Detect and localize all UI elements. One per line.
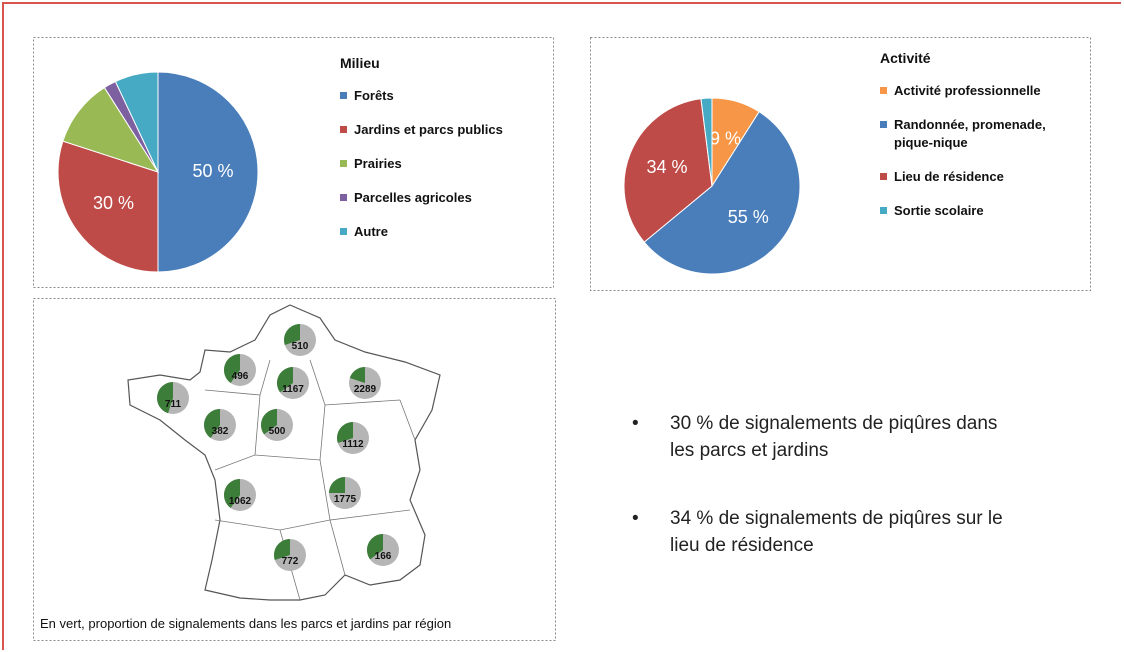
legend-swatch xyxy=(340,194,347,201)
region-count: 496 xyxy=(232,371,249,382)
mini-pie-share xyxy=(367,534,383,560)
region-count: 1775 xyxy=(334,494,357,505)
legend-label: Jardins et parcs publics xyxy=(354,122,503,137)
legend-swatch xyxy=(340,126,347,133)
pie-slice xyxy=(62,86,160,173)
pie-slice xyxy=(114,71,159,173)
legend-label: Prairies xyxy=(354,156,402,171)
mini-pie-share xyxy=(203,409,220,438)
legend-label: Lieu de résidence xyxy=(894,169,1004,184)
mini-pie-share xyxy=(336,422,353,443)
bullet-text: 34 % de signalements de piqûres sur le l… xyxy=(670,508,1003,556)
mini-pie-share xyxy=(223,354,240,383)
legend-item: Prairies xyxy=(340,155,540,173)
legend-label: Parcelles agricoles xyxy=(354,190,472,205)
legend-item: Sortie scolaire xyxy=(880,202,1060,220)
legend-swatch xyxy=(340,228,347,235)
panel xyxy=(590,37,1091,291)
legend-label: Autre xyxy=(354,224,388,239)
legend-item: Forêts xyxy=(340,87,540,105)
pie-slice xyxy=(643,111,801,275)
legend-title: Milieu xyxy=(340,55,380,71)
slice-label: 55 % xyxy=(728,207,769,227)
region-count: 1062 xyxy=(229,496,252,507)
slice-label: 9 % xyxy=(710,128,741,148)
legend-swatch xyxy=(880,173,887,180)
mini-pie-share xyxy=(277,367,293,393)
panel xyxy=(33,298,556,641)
legend-swatch xyxy=(880,121,887,128)
legend-swatch xyxy=(880,87,887,94)
mini-pie-share xyxy=(329,477,345,493)
bullet: • 34 % de signalements de piqûres sur le … xyxy=(632,505,1022,559)
legend-swatch xyxy=(340,92,347,99)
map-caption: En vert, proportion de signalements dans… xyxy=(40,616,452,631)
legend-item: Autre xyxy=(340,223,540,241)
legend-label: Forêts xyxy=(354,88,394,103)
bullet: • 30 % de signalements de piqûres dans le… xyxy=(632,410,1022,464)
bullet-text: 30 % de signalements de piqûres dans les… xyxy=(670,413,998,461)
region-count: 1112 xyxy=(342,439,364,450)
legend-swatch xyxy=(340,160,347,167)
region-count: 382 xyxy=(212,426,229,437)
legend: Activité Activité professionnelle Randonné… xyxy=(880,50,1060,236)
region-count: 510 xyxy=(292,341,309,352)
legend-label: Randonnée, promenade, pique-nique xyxy=(894,117,1046,150)
pie-slice xyxy=(623,98,713,243)
mini-pie-share xyxy=(273,539,290,560)
region-count: 500 xyxy=(269,426,286,437)
pie-slice xyxy=(57,140,159,273)
legend-label: Activité professionnelle xyxy=(894,83,1041,98)
region-count: 2289 xyxy=(354,384,377,395)
region-count: 711 xyxy=(165,399,182,410)
legend-swatch xyxy=(880,207,887,214)
legend: Milieu Forêts Jardins et parcs publics Prai… xyxy=(340,55,540,257)
legend-item: Parcelles agricoles xyxy=(340,189,540,207)
legend-item: Randonnée, promenade, pique-nique xyxy=(880,116,1060,152)
panel xyxy=(33,37,554,288)
legend-title: Activité xyxy=(880,50,931,66)
pie-slice xyxy=(700,97,713,187)
mini-pie-share xyxy=(156,382,173,414)
mini-pie-share xyxy=(349,367,365,383)
legend-item: Lieu de résidence xyxy=(880,168,1060,186)
region-count: 772 xyxy=(282,556,299,567)
region-count: 1167 xyxy=(282,384,304,395)
legend-item: Activité professionnelle xyxy=(880,82,1060,100)
legend-label: Sortie scolaire xyxy=(894,203,984,218)
mini-pie-share xyxy=(261,409,277,435)
mini-pie-share xyxy=(223,479,240,508)
slice-label: 34 % xyxy=(646,157,687,177)
pie-slice xyxy=(157,71,259,273)
legend-item: Jardins et parcs publics xyxy=(340,121,540,139)
slice-label: 30 % xyxy=(93,193,134,213)
region-count: 166 xyxy=(375,551,392,562)
mini-pie-share xyxy=(283,324,300,345)
slice-label: 50 % xyxy=(192,161,233,181)
